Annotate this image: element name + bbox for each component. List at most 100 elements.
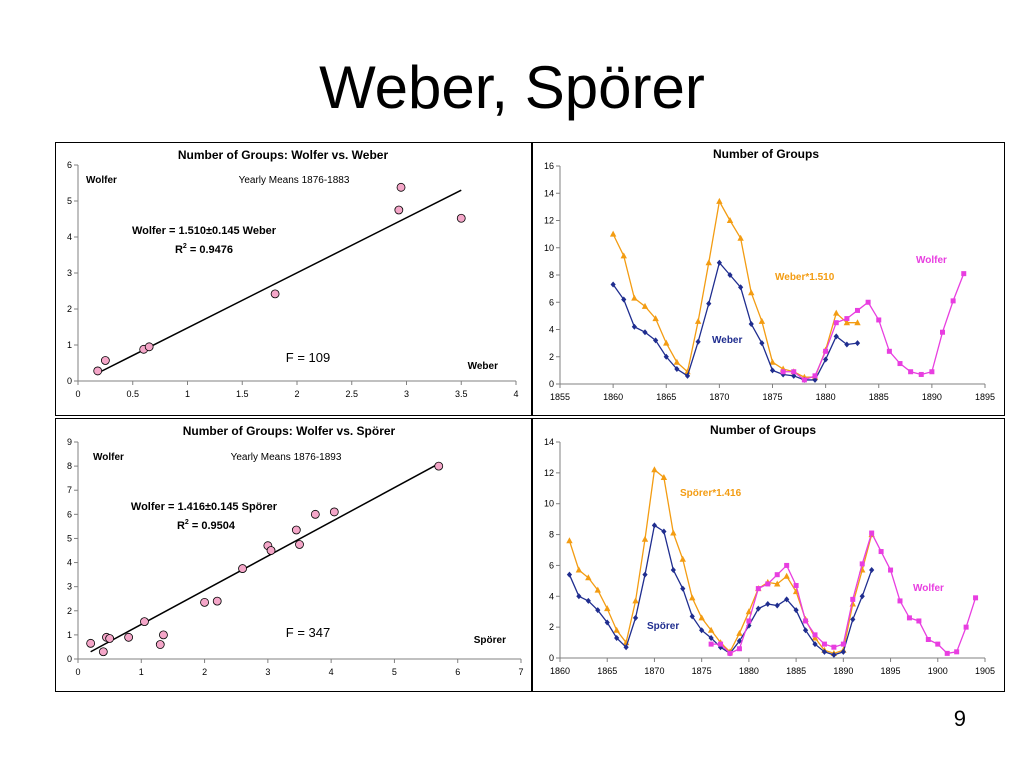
x-tick-label: 1 <box>139 667 144 677</box>
r-squared-value: = 0.9504 <box>189 520 236 532</box>
data-point <box>833 320 839 326</box>
y-tick-label: 7 <box>67 485 72 495</box>
data-point <box>698 614 705 621</box>
data-point <box>925 636 931 642</box>
x-tick-label: 1880 <box>739 666 759 676</box>
x-tick-label: 1880 <box>816 392 836 402</box>
scatter-point <box>159 630 168 640</box>
data-point <box>935 641 941 647</box>
y-tick-label: 1 <box>67 340 72 350</box>
data-point <box>641 535 649 542</box>
data-point <box>812 641 818 648</box>
data-point <box>575 566 583 573</box>
data-point <box>613 626 620 633</box>
data-point <box>821 648 828 655</box>
data-point <box>831 644 837 650</box>
r-squared-label: R <box>175 244 183 256</box>
x-tick-label: 2 <box>294 389 299 399</box>
data-point <box>604 619 610 626</box>
chart-panel-groups-weber: Number of Groups Weber*1.510 Weber Wolfe… <box>532 142 1005 416</box>
data-point <box>708 641 714 647</box>
y-tick-label: 12 <box>544 468 554 478</box>
regression-line <box>99 189 462 373</box>
x-tick-label: 1875 <box>692 666 712 676</box>
data-point <box>707 626 715 633</box>
data-point <box>869 567 875 574</box>
y-tick-label: 6 <box>67 160 72 170</box>
chart-title: Number of Groups: Wolfer vs. Weber <box>178 148 389 162</box>
y-tick-label: 14 <box>544 437 554 447</box>
series-label-sporer-scaled: Spörer*1.416 <box>680 488 742 499</box>
slide-title: Weber, Spörer <box>319 54 705 121</box>
x-tick-label: 1865 <box>597 666 617 676</box>
data-point <box>620 252 627 259</box>
data-point <box>854 319 861 326</box>
series-label-weber-scaled: Weber*1.510 <box>775 272 835 283</box>
data-point <box>843 319 851 326</box>
y-tick-label: 0 <box>549 379 554 389</box>
y-tick-label: 16 <box>544 161 554 171</box>
data-point <box>908 369 914 375</box>
data-point <box>746 618 752 624</box>
data-point <box>631 323 637 330</box>
data-point <box>576 593 582 600</box>
x-tick-label: 1885 <box>869 392 889 402</box>
y-tick-label: 10 <box>544 499 554 509</box>
y-tick-label: 10 <box>544 243 554 253</box>
x-tick-label: 0 <box>75 389 80 399</box>
scatter-point <box>396 182 406 192</box>
series-label-weber: Weber <box>712 335 742 346</box>
data-point <box>774 572 780 578</box>
data-point <box>706 300 712 307</box>
scatter-chart-weber: Number of Groups: Wolfer vs. Weber Wolfe… <box>67 148 519 399</box>
data-point <box>823 356 829 363</box>
data-point <box>759 340 765 347</box>
scatter-point <box>295 540 304 549</box>
series-sp-rer <box>566 522 875 658</box>
plot-area: 0 1 2 3 4 5 6 7 8 9 0 1 2 3 4 5 6 7 <box>67 437 524 677</box>
x-tick-label: 1860 <box>603 392 623 402</box>
x-tick-label: 5 <box>392 667 397 677</box>
data-point <box>765 581 771 587</box>
x-tick-label: 1890 <box>922 392 942 402</box>
data-point <box>850 596 856 602</box>
y-tick-label: 6 <box>549 297 554 307</box>
y-tick-label: 3 <box>67 268 72 278</box>
data-point <box>661 528 667 535</box>
plot-area: 0 1 2 3 4 5 6 0 0.5 1 1.5 2 2.5 3 3.5 4 <box>67 160 519 399</box>
regression-equation: Wolfer = 1.510±0.145 Weber <box>132 225 277 237</box>
series-label-sporer: Spörer <box>647 621 679 632</box>
data-point <box>653 337 659 344</box>
data-point <box>918 371 924 377</box>
y-tick-label: 4 <box>549 591 554 601</box>
data-point <box>632 614 639 621</box>
data-point <box>811 634 819 641</box>
data-point <box>679 555 686 562</box>
data-point <box>973 595 979 601</box>
data-point <box>929 369 935 375</box>
data-point <box>916 618 922 624</box>
r-squared: R2 = 0.9476 <box>175 243 233 256</box>
data-point <box>793 582 799 588</box>
x-tick-label: 1875 <box>762 392 782 402</box>
y-axis-label: Wolfer <box>86 175 117 186</box>
data-point <box>680 585 686 592</box>
data-point <box>670 567 676 574</box>
x-tick-label: 1885 <box>786 666 806 676</box>
data-point <box>854 340 861 347</box>
x-tick-label: 1865 <box>656 392 676 402</box>
x-tick-label: 1890 <box>833 666 853 676</box>
data-point <box>869 530 875 536</box>
data-point <box>769 358 776 365</box>
series-weber-1-510 <box>609 197 861 380</box>
data-point <box>651 466 658 473</box>
x-tick-label: 1895 <box>881 666 901 676</box>
data-point <box>736 646 742 652</box>
chart-title: Number of Groups: Wolfer vs. Spörer <box>183 424 396 438</box>
scatter-point <box>86 638 96 648</box>
data-point <box>585 597 591 604</box>
data-point <box>651 522 658 529</box>
series-wolfer <box>780 271 967 383</box>
data-point <box>954 649 960 655</box>
data-point <box>859 561 865 567</box>
